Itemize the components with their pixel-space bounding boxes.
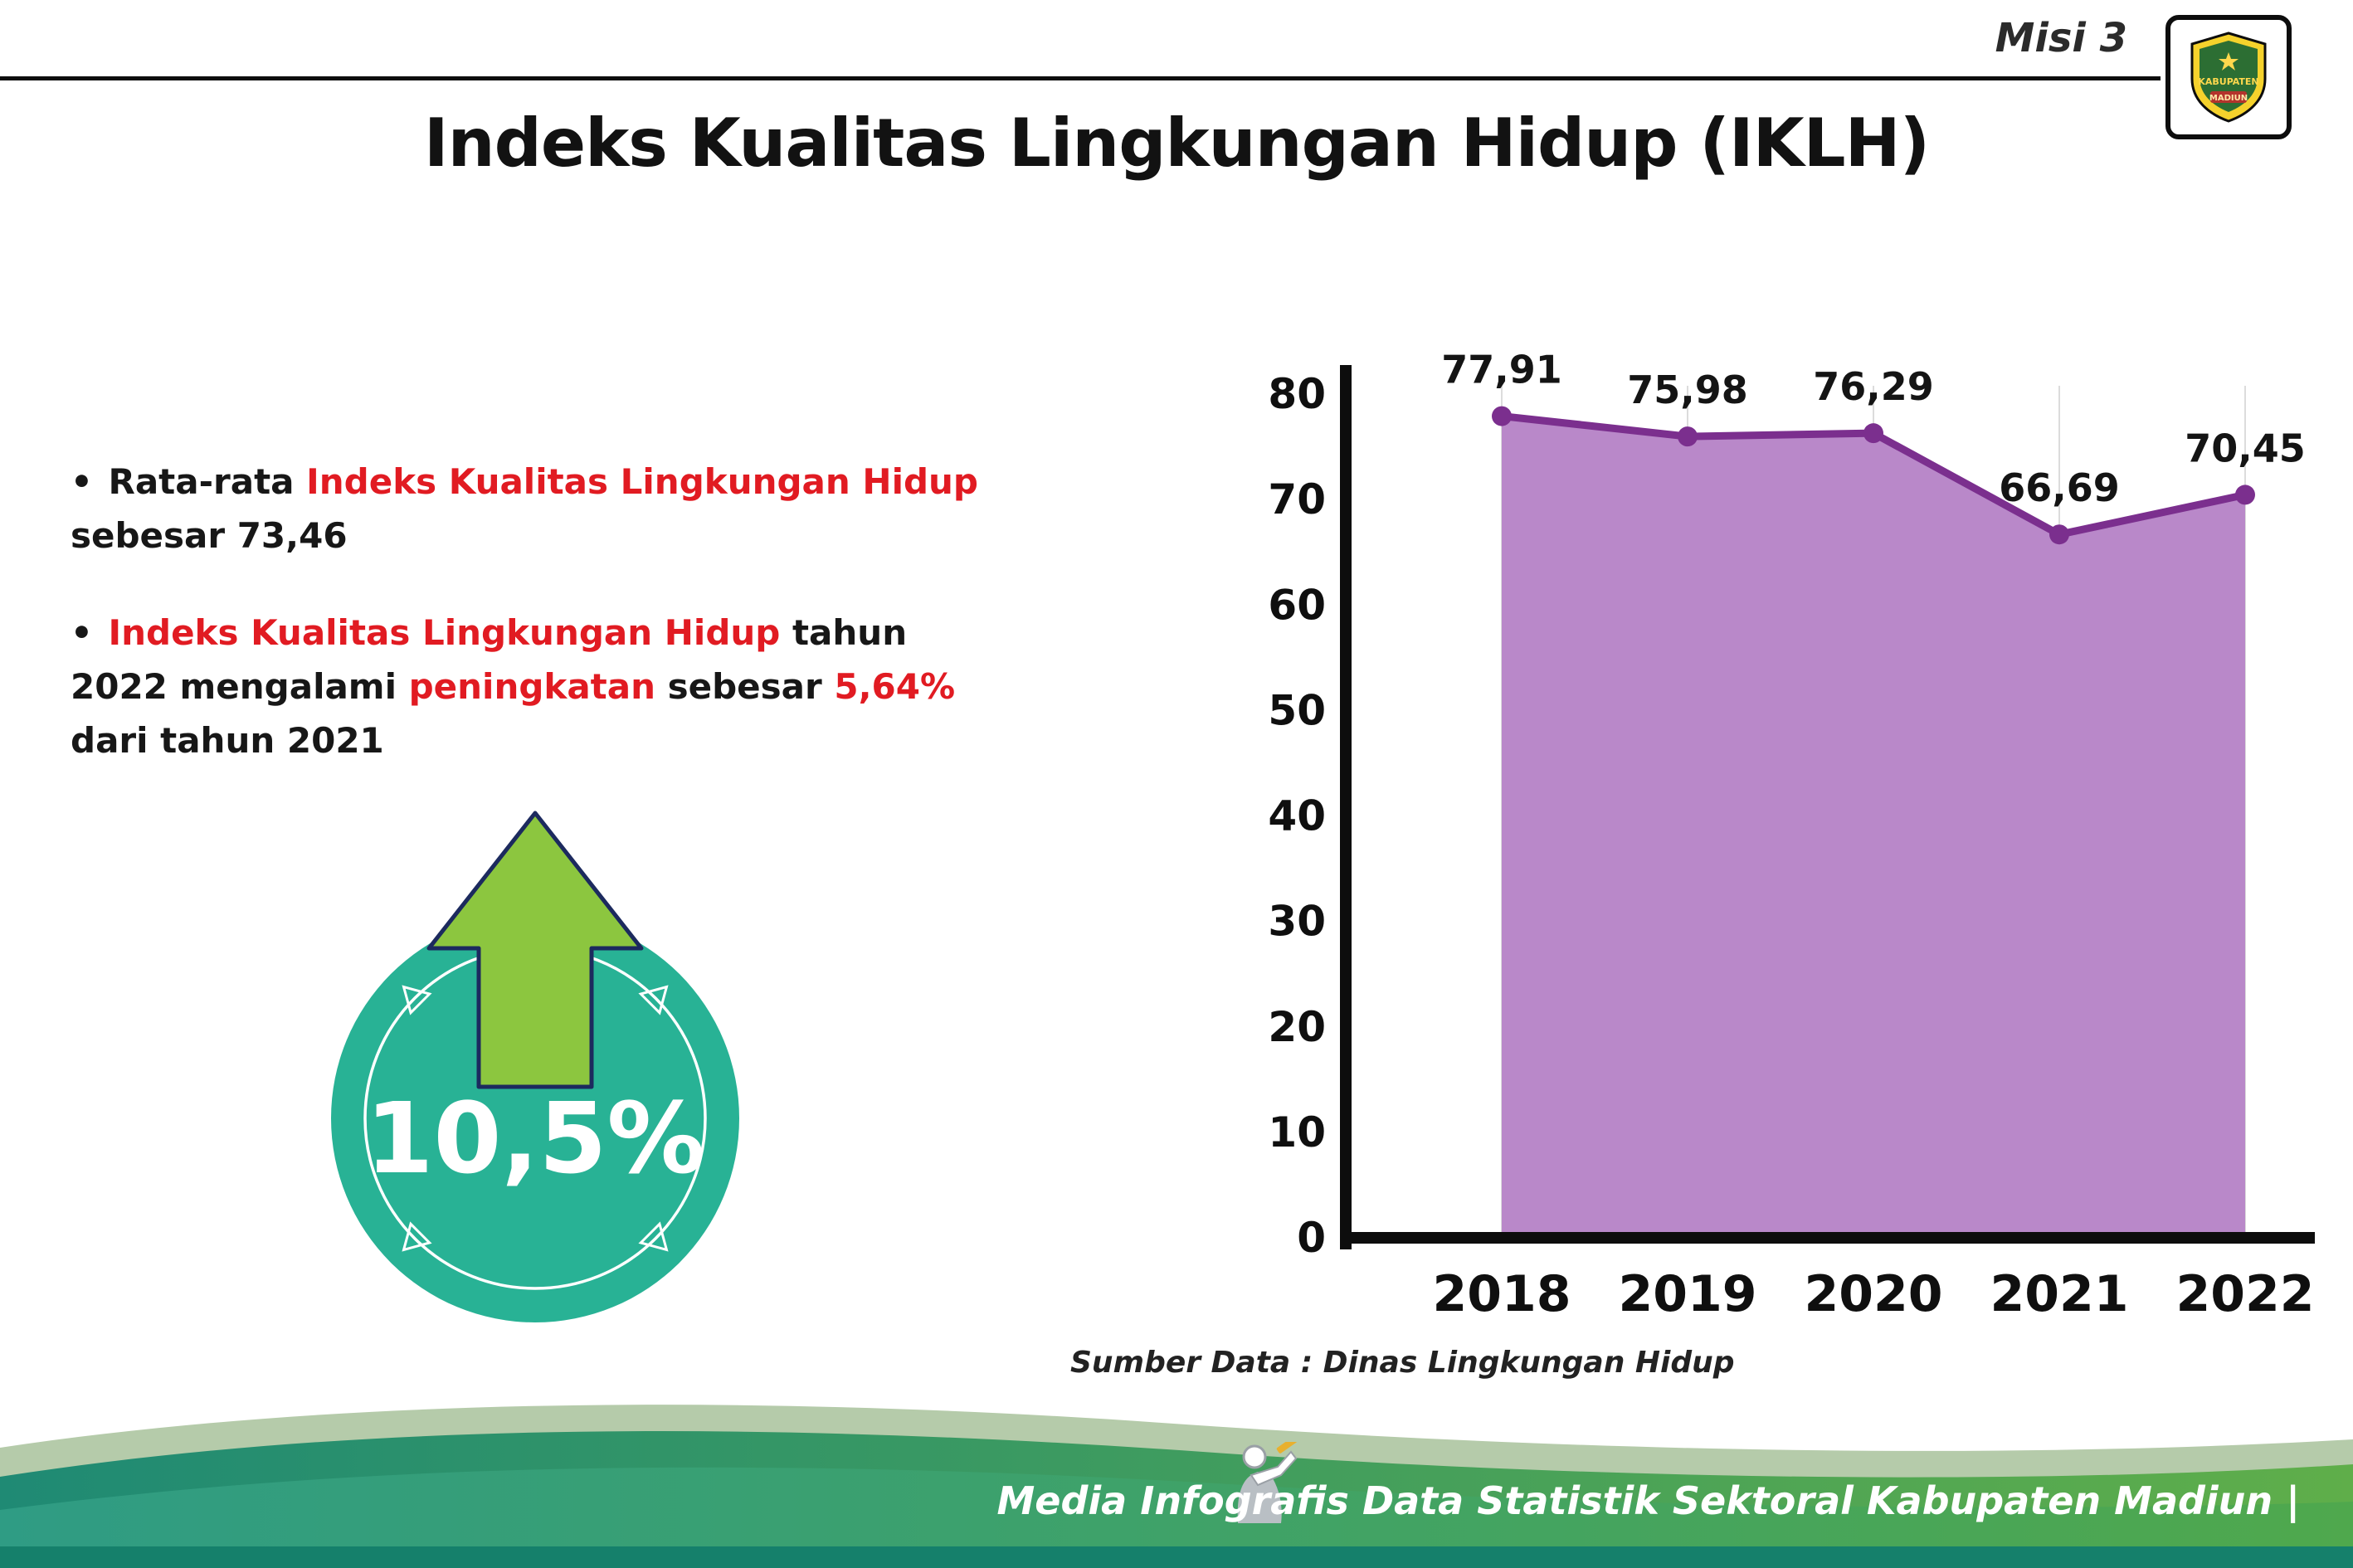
x-tick-label: 2021	[1990, 1265, 2129, 1323]
footer-waves	[0, 1405, 2353, 1568]
data-point	[1678, 426, 1698, 447]
y-tick-label: 80	[1268, 370, 1326, 418]
badge-circle	[331, 914, 739, 1322]
writer-icon	[1237, 1442, 1298, 1523]
y-tick-label: 10	[1268, 1108, 1326, 1157]
y-tick-label: 50	[1268, 686, 1326, 734]
value-label: 70,45	[2185, 426, 2306, 470]
value-label: 66,69	[1999, 465, 2120, 510]
chart-area	[1502, 416, 2245, 1239]
badge-value: 10,5%	[365, 1081, 704, 1195]
bullet1-highlight: Indeks Kualitas Lingkungan Hidup	[306, 461, 978, 502]
iklh-area-chart: 0 10 20 30 40 50 60 70 80 2018 2019 2020 2021 2022 77,…	[1268, 348, 2315, 1323]
key-points: Rata-rata Indeks Kualitas Lingkungan Hid…	[71, 455, 1000, 811]
y-tick-label: 20	[1268, 1003, 1326, 1051]
y-tick-label: 60	[1268, 581, 1326, 629]
y-axis	[1340, 365, 1352, 1249]
footer-wave-green	[0, 1467, 2353, 1568]
y-tick-label: 0	[1297, 1214, 1326, 1262]
increase-badge: 10,5%	[303, 795, 767, 1350]
badge-triangle-sw	[402, 1221, 432, 1252]
data-point	[2235, 485, 2255, 505]
badge-triangle-se	[638, 1221, 669, 1252]
bullet-average-iklh: Rata-rata Indeks Kualitas Lingkungan Hid…	[71, 455, 1000, 562]
y-tick-label: 70	[1268, 475, 1326, 523]
x-tick-label: 2022	[2176, 1265, 2315, 1323]
value-label: 75,98	[1627, 368, 1748, 412]
bullet2-text1: tahun 2022 mengalami	[71, 612, 908, 708]
bullet2-highlight2: peningkatan	[408, 666, 655, 708]
bullet2-highlight3: 5,64%	[834, 666, 956, 708]
header-rule	[0, 76, 2161, 80]
footer-credit: Media Infografis Data Statistik Sektoral…	[996, 1478, 2300, 1523]
x-tick-label: 2019	[1619, 1265, 1757, 1323]
data-point	[2049, 524, 2069, 545]
badge-triangle-ne	[638, 985, 669, 1015]
footer-bottom-bar	[0, 1546, 2353, 1568]
kabupaten-madiun-logo: KABUPATEN MADIUN	[2165, 15, 2292, 139]
kabupaten-madiun-crest-icon: KABUPATEN MADIUN	[2190, 32, 2267, 123]
y-tick-label: 40	[1268, 792, 1326, 840]
data-point	[1492, 406, 1512, 426]
chart-source: Sumber Data : Dinas Lingkungan Hidup	[1070, 1346, 1735, 1380]
bullet2-text3: dari tahun 2021	[71, 720, 384, 762]
value-label: 77,91	[1441, 348, 1562, 392]
bullet2-text2: sebesar	[655, 666, 835, 708]
logo-text-bottom: MADIUN	[2209, 94, 2248, 103]
misi-label: Misi 3	[1995, 15, 2127, 61]
x-tick-label: 2020	[1805, 1265, 1943, 1323]
bullet-increase-2022: Indeks Kualitas Lingkungan Hidup tahun 2…	[71, 606, 1000, 767]
page-title: Indeks Kualitas Lingkungan Hidup (IKLH)	[423, 105, 1930, 182]
y-tick-label: 30	[1268, 898, 1326, 946]
up-arrow-icon	[426, 811, 644, 1089]
x-tick-label: 2018	[1433, 1265, 1571, 1323]
badge-triangle-nw	[402, 985, 432, 1015]
bullet2-highlight1: Indeks Kualitas Lingkungan Hidup	[108, 612, 781, 654]
data-point	[1863, 423, 1883, 444]
increase-badge-graphic: 10,5%	[331, 811, 739, 1322]
bullet1-text: Rata-rata	[108, 461, 307, 502]
bullet1-text-end: sebesar 73,46	[71, 515, 348, 557]
logo-text-top: KABUPATEN	[2198, 76, 2258, 87]
value-label: 76,29	[1813, 364, 1934, 409]
x-axis	[1340, 1232, 2315, 1244]
